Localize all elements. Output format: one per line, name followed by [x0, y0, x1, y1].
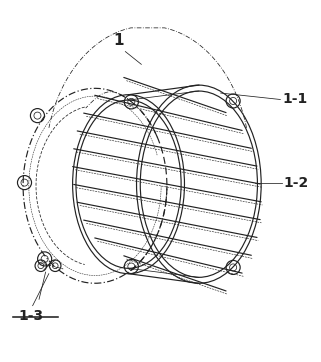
Text: 1-1: 1-1	[282, 93, 307, 106]
Text: 1: 1	[114, 33, 124, 49]
Text: 1-2: 1-2	[283, 176, 309, 190]
Text: 1-3: 1-3	[18, 310, 43, 324]
